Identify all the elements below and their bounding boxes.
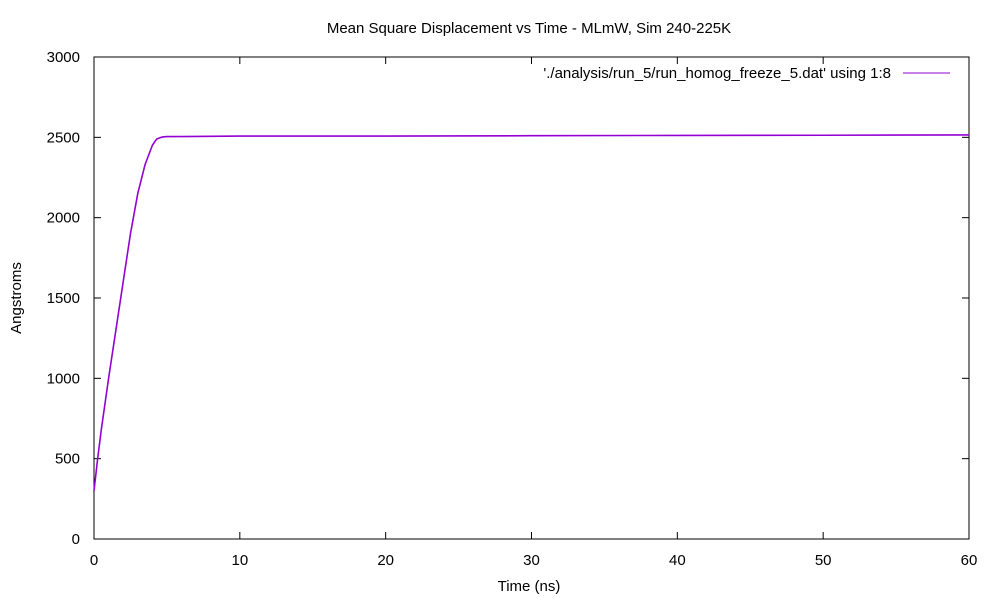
series-layer xyxy=(93,134,970,491)
x-axis: 0 10 20 30 40 50 60 xyxy=(90,57,978,569)
x-axis-label: Time (ns) xyxy=(498,578,561,595)
y-axis: 0 500 1000 1500 2000 2500 3000 xyxy=(47,49,969,548)
x-tick-label: 40 xyxy=(669,552,686,569)
x-tick-label: 30 xyxy=(523,552,540,569)
plot-frame xyxy=(93,56,970,540)
series-line xyxy=(93,134,970,491)
y-tick-label: 2000 xyxy=(47,210,80,227)
x-tick-label: 10 xyxy=(231,552,248,569)
y-tick-label: 1500 xyxy=(47,290,80,307)
x-tick-label: 20 xyxy=(377,552,394,569)
x-tick-label: 60 xyxy=(961,552,978,569)
legend: './analysis/run_5/run_homog_freeze_5.dat… xyxy=(543,65,950,82)
y-axis-label: Angstroms xyxy=(8,262,25,334)
y-tick-label: 500 xyxy=(55,451,80,468)
y-tick-label: 2500 xyxy=(47,129,80,146)
x-tick-label: 0 xyxy=(90,552,98,569)
y-tick-label: 3000 xyxy=(47,49,80,66)
legend-label: './analysis/run_5/run_homog_freeze_5.dat… xyxy=(543,65,891,82)
y-tick-label: 1000 xyxy=(47,370,80,387)
chart-title: Mean Square Displacement vs Time - MLmW,… xyxy=(327,20,731,37)
y-tick-label: 0 xyxy=(72,531,80,548)
x-tick-label: 50 xyxy=(815,552,832,569)
